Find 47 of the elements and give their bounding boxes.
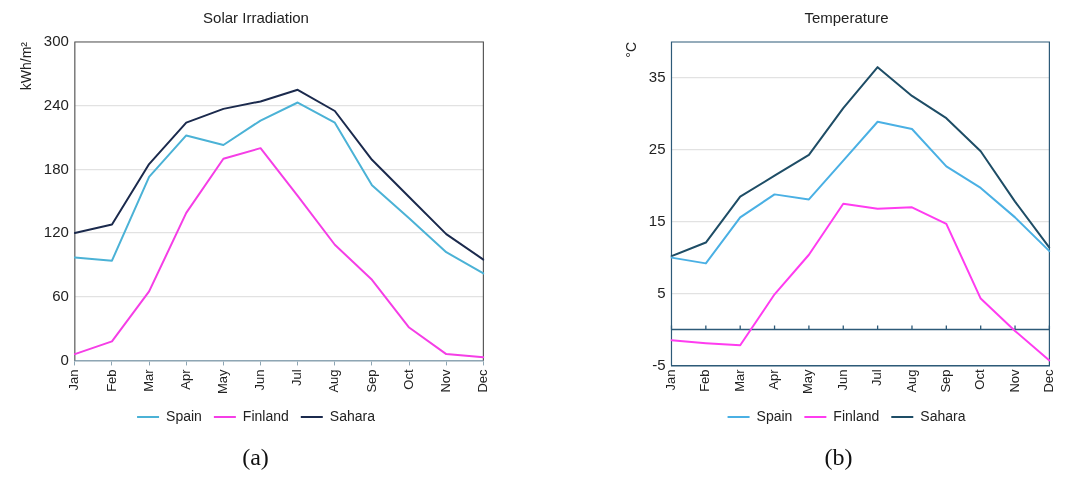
text: (a)	[241, 444, 270, 471]
x-tick-label: Dec	[1040, 368, 1056, 393]
y-tick-label: 5	[657, 283, 666, 301]
x-tick-label: Mar	[140, 368, 156, 392]
x-tick-label: Nov	[437, 368, 453, 393]
legend-label: Spain	[166, 407, 202, 424]
y-tick-label: 240	[43, 95, 69, 113]
x-tick-label: Apr	[766, 368, 782, 390]
x-tick-label: May	[214, 368, 230, 394]
y-tick-label: 180	[43, 159, 69, 177]
x-tick-label: Jun	[834, 369, 850, 391]
x-tick-label: Jan	[66, 369, 82, 391]
legend-label: Finland	[833, 407, 880, 424]
y-tick-label: 15	[648, 211, 666, 229]
chart-title: Solar Irradiation	[203, 9, 309, 27]
text: (b)	[823, 444, 854, 471]
x-tick-label: Oct	[972, 369, 988, 390]
x-tick-label: Jul	[869, 369, 885, 387]
x-tick-label: Jun	[252, 369, 268, 391]
x-tick-label: Nov	[1006, 368, 1022, 393]
legend-label: Spain	[756, 407, 793, 424]
y-tick-label: 120	[43, 223, 69, 241]
x-tick-label: Feb	[103, 369, 119, 392]
x-tick-label: Sep	[937, 369, 953, 393]
y-tick-label: 25	[648, 139, 666, 157]
x-tick-label: Jul	[289, 369, 305, 387]
legend-label: Sahara	[920, 407, 966, 424]
y-tick-label: -5	[652, 355, 666, 373]
y-tick-label: 0	[60, 350, 69, 368]
y-axis-title: kWh/m²	[18, 41, 35, 91]
y-tick-label: 300	[43, 32, 69, 50]
legend-label: Finland	[242, 407, 289, 424]
x-tick-label: Apr	[177, 368, 193, 390]
x-tick-label: Feb	[697, 369, 713, 392]
x-tick-label: Aug	[903, 369, 919, 393]
legend-label: Sahara	[329, 407, 376, 424]
x-tick-label: Mar	[731, 368, 747, 392]
x-tick-label: Aug	[326, 369, 342, 393]
y-axis-title: °C	[623, 42, 640, 58]
x-tick-label: May	[800, 368, 816, 394]
x-tick-label: Oct	[400, 369, 416, 390]
x-tick-label: Dec	[474, 368, 490, 393]
x-tick-label: Jan	[663, 369, 679, 391]
y-tick-label: 35	[648, 68, 666, 86]
x-tick-label: Sep	[363, 369, 379, 393]
chart-title: Temperature	[804, 9, 889, 27]
y-tick-label: 60	[52, 286, 69, 304]
